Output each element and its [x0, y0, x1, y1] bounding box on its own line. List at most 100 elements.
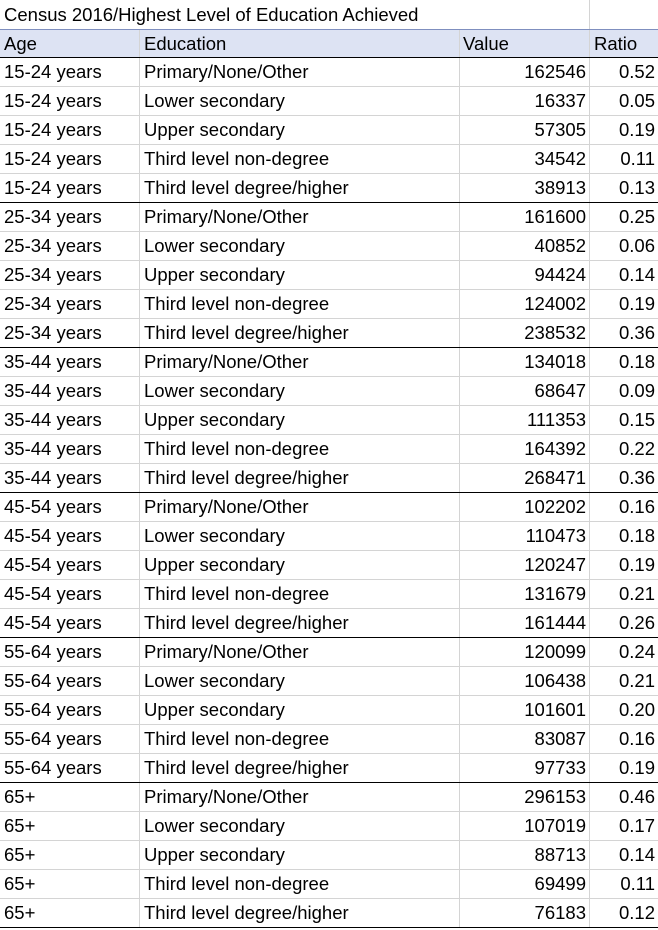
education-cell[interactable]: Upper secondary — [140, 261, 460, 289]
ratio-cell[interactable]: 0.18 — [618, 351, 655, 372]
age-cell[interactable]: 25-34 years — [0, 290, 140, 318]
education-cell[interactable]: Third level non-degree — [140, 290, 460, 318]
value-cell[interactable]: 120247 — [460, 551, 590, 579]
age-cell[interactable]: 15-24 years — [0, 116, 140, 144]
age-cell[interactable]: 15-24 years — [0, 58, 140, 86]
ratio-cell[interactable]: 0.16 — [618, 496, 655, 517]
value-cell[interactable]: 120099 — [460, 638, 590, 666]
ratio-cell[interactable]: 0.52 — [618, 61, 655, 82]
education-cell[interactable]: Lower secondary — [140, 812, 460, 840]
age-cell[interactable]: 65+ — [0, 899, 140, 927]
ratio-cell[interactable]: 0.05 — [618, 90, 655, 111]
age-cell[interactable]: 55-64 years — [0, 638, 140, 666]
ratio-cell[interactable]: 0.17 — [618, 815, 655, 836]
empty-cell[interactable] — [590, 0, 658, 29]
value-cell[interactable]: 34542 — [460, 145, 590, 173]
age-cell[interactable]: 35-44 years — [0, 435, 140, 463]
age-cell[interactable]: 45-54 years — [0, 609, 140, 637]
education-cell[interactable]: Primary/None/Other — [140, 783, 460, 811]
value-cell[interactable]: 16337 — [460, 87, 590, 115]
age-cell[interactable]: 65+ — [0, 783, 140, 811]
ratio-cell[interactable]: 0.36 — [618, 322, 655, 343]
value-cell[interactable]: 134018 — [460, 348, 590, 376]
ratio-cell[interactable]: 0.14 — [618, 264, 655, 285]
age-cell[interactable]: 25-34 years — [0, 232, 140, 260]
value-cell[interactable]: 296153 — [460, 783, 590, 811]
ratio-cell[interactable]: 0.13 — [618, 177, 655, 198]
education-cell[interactable]: Upper secondary — [140, 841, 460, 869]
value-cell[interactable]: 76183 — [460, 899, 590, 927]
education-cell[interactable]: Primary/None/Other — [140, 348, 460, 376]
education-cell[interactable]: Third level non-degree — [140, 725, 460, 753]
education-cell[interactable]: Lower secondary — [140, 522, 460, 550]
value-cell[interactable]: 40852 — [460, 232, 590, 260]
ratio-cell[interactable]: 0.19 — [618, 293, 655, 314]
header-value[interactable]: Value — [460, 30, 590, 57]
age-cell[interactable]: 65+ — [0, 841, 140, 869]
education-cell[interactable]: Primary/None/Other — [140, 58, 460, 86]
value-cell[interactable]: 161600 — [460, 203, 590, 231]
value-cell[interactable]: 162546 — [460, 58, 590, 86]
ratio-cell[interactable]: 0.09 — [618, 380, 655, 401]
education-cell[interactable]: Upper secondary — [140, 116, 460, 144]
education-cell[interactable]: Third level degree/higher — [140, 754, 460, 782]
ratio-cell[interactable]: 0.11 — [620, 873, 655, 894]
ratio-cell[interactable]: 0.22 — [618, 438, 655, 459]
education-cell[interactable]: Third level degree/higher — [140, 174, 460, 202]
education-cell[interactable]: Lower secondary — [140, 232, 460, 260]
age-cell[interactable]: 45-54 years — [0, 551, 140, 579]
value-cell[interactable]: 106438 — [460, 667, 590, 695]
age-cell[interactable]: 15-24 years — [0, 145, 140, 173]
education-cell[interactable]: Third level degree/higher — [140, 319, 460, 347]
ratio-cell[interactable]: 0.25 — [618, 206, 655, 227]
value-cell[interactable]: 111353 — [460, 406, 590, 434]
value-cell[interactable]: 268471 — [460, 464, 590, 492]
value-cell[interactable]: 97733 — [460, 754, 590, 782]
value-cell[interactable]: 161444 — [460, 609, 590, 637]
age-cell[interactable]: 55-64 years — [0, 696, 140, 724]
education-cell[interactable]: Primary/None/Other — [140, 493, 460, 521]
ratio-cell[interactable]: 0.18 — [618, 525, 655, 546]
education-cell[interactable]: Third level non-degree — [140, 580, 460, 608]
ratio-cell[interactable]: 0.16 — [618, 728, 655, 749]
age-cell[interactable]: 25-34 years — [0, 319, 140, 347]
education-cell[interactable]: Third level degree/higher — [140, 899, 460, 927]
age-cell[interactable]: 15-24 years — [0, 174, 140, 202]
ratio-cell[interactable]: 0.11 — [620, 148, 655, 169]
ratio-cell[interactable]: 0.06 — [618, 235, 655, 256]
age-cell[interactable]: 25-34 years — [0, 261, 140, 289]
age-cell[interactable]: 65+ — [0, 870, 140, 898]
value-cell[interactable]: 124002 — [460, 290, 590, 318]
ratio-cell[interactable]: 0.20 — [618, 699, 655, 720]
age-cell[interactable]: 45-54 years — [0, 493, 140, 521]
education-cell[interactable]: Lower secondary — [140, 87, 460, 115]
ratio-cell[interactable]: 0.21 — [618, 583, 655, 604]
value-cell[interactable]: 68647 — [460, 377, 590, 405]
education-cell[interactable]: Upper secondary — [140, 696, 460, 724]
education-cell[interactable]: Third level degree/higher — [140, 464, 460, 492]
age-cell[interactable]: 15-24 years — [0, 87, 140, 115]
age-cell[interactable]: 45-54 years — [0, 580, 140, 608]
value-cell[interactable]: 83087 — [460, 725, 590, 753]
ratio-cell[interactable]: 0.19 — [618, 119, 655, 140]
education-cell[interactable]: Lower secondary — [140, 377, 460, 405]
education-cell[interactable]: Third level non-degree — [140, 145, 460, 173]
age-cell[interactable]: 25-34 years — [0, 203, 140, 231]
age-cell[interactable]: 55-64 years — [0, 725, 140, 753]
ratio-cell[interactable]: 0.12 — [618, 902, 655, 923]
age-cell[interactable]: 35-44 years — [0, 406, 140, 434]
ratio-cell[interactable]: 0.15 — [618, 409, 655, 430]
age-cell[interactable]: 65+ — [0, 812, 140, 840]
sheet-title[interactable]: Census 2016/Highest Level of Education A… — [0, 0, 590, 29]
value-cell[interactable]: 238532 — [460, 319, 590, 347]
education-cell[interactable]: Third level non-degree — [140, 435, 460, 463]
value-cell[interactable]: 101601 — [460, 696, 590, 724]
value-cell[interactable]: 38913 — [460, 174, 590, 202]
value-cell[interactable]: 110473 — [460, 522, 590, 550]
value-cell[interactable]: 94424 — [460, 261, 590, 289]
value-cell[interactable]: 164392 — [460, 435, 590, 463]
education-cell[interactable]: Primary/None/Other — [140, 638, 460, 666]
ratio-cell[interactable]: 0.19 — [618, 554, 655, 575]
education-cell[interactable]: Upper secondary — [140, 551, 460, 579]
value-cell[interactable]: 88713 — [460, 841, 590, 869]
